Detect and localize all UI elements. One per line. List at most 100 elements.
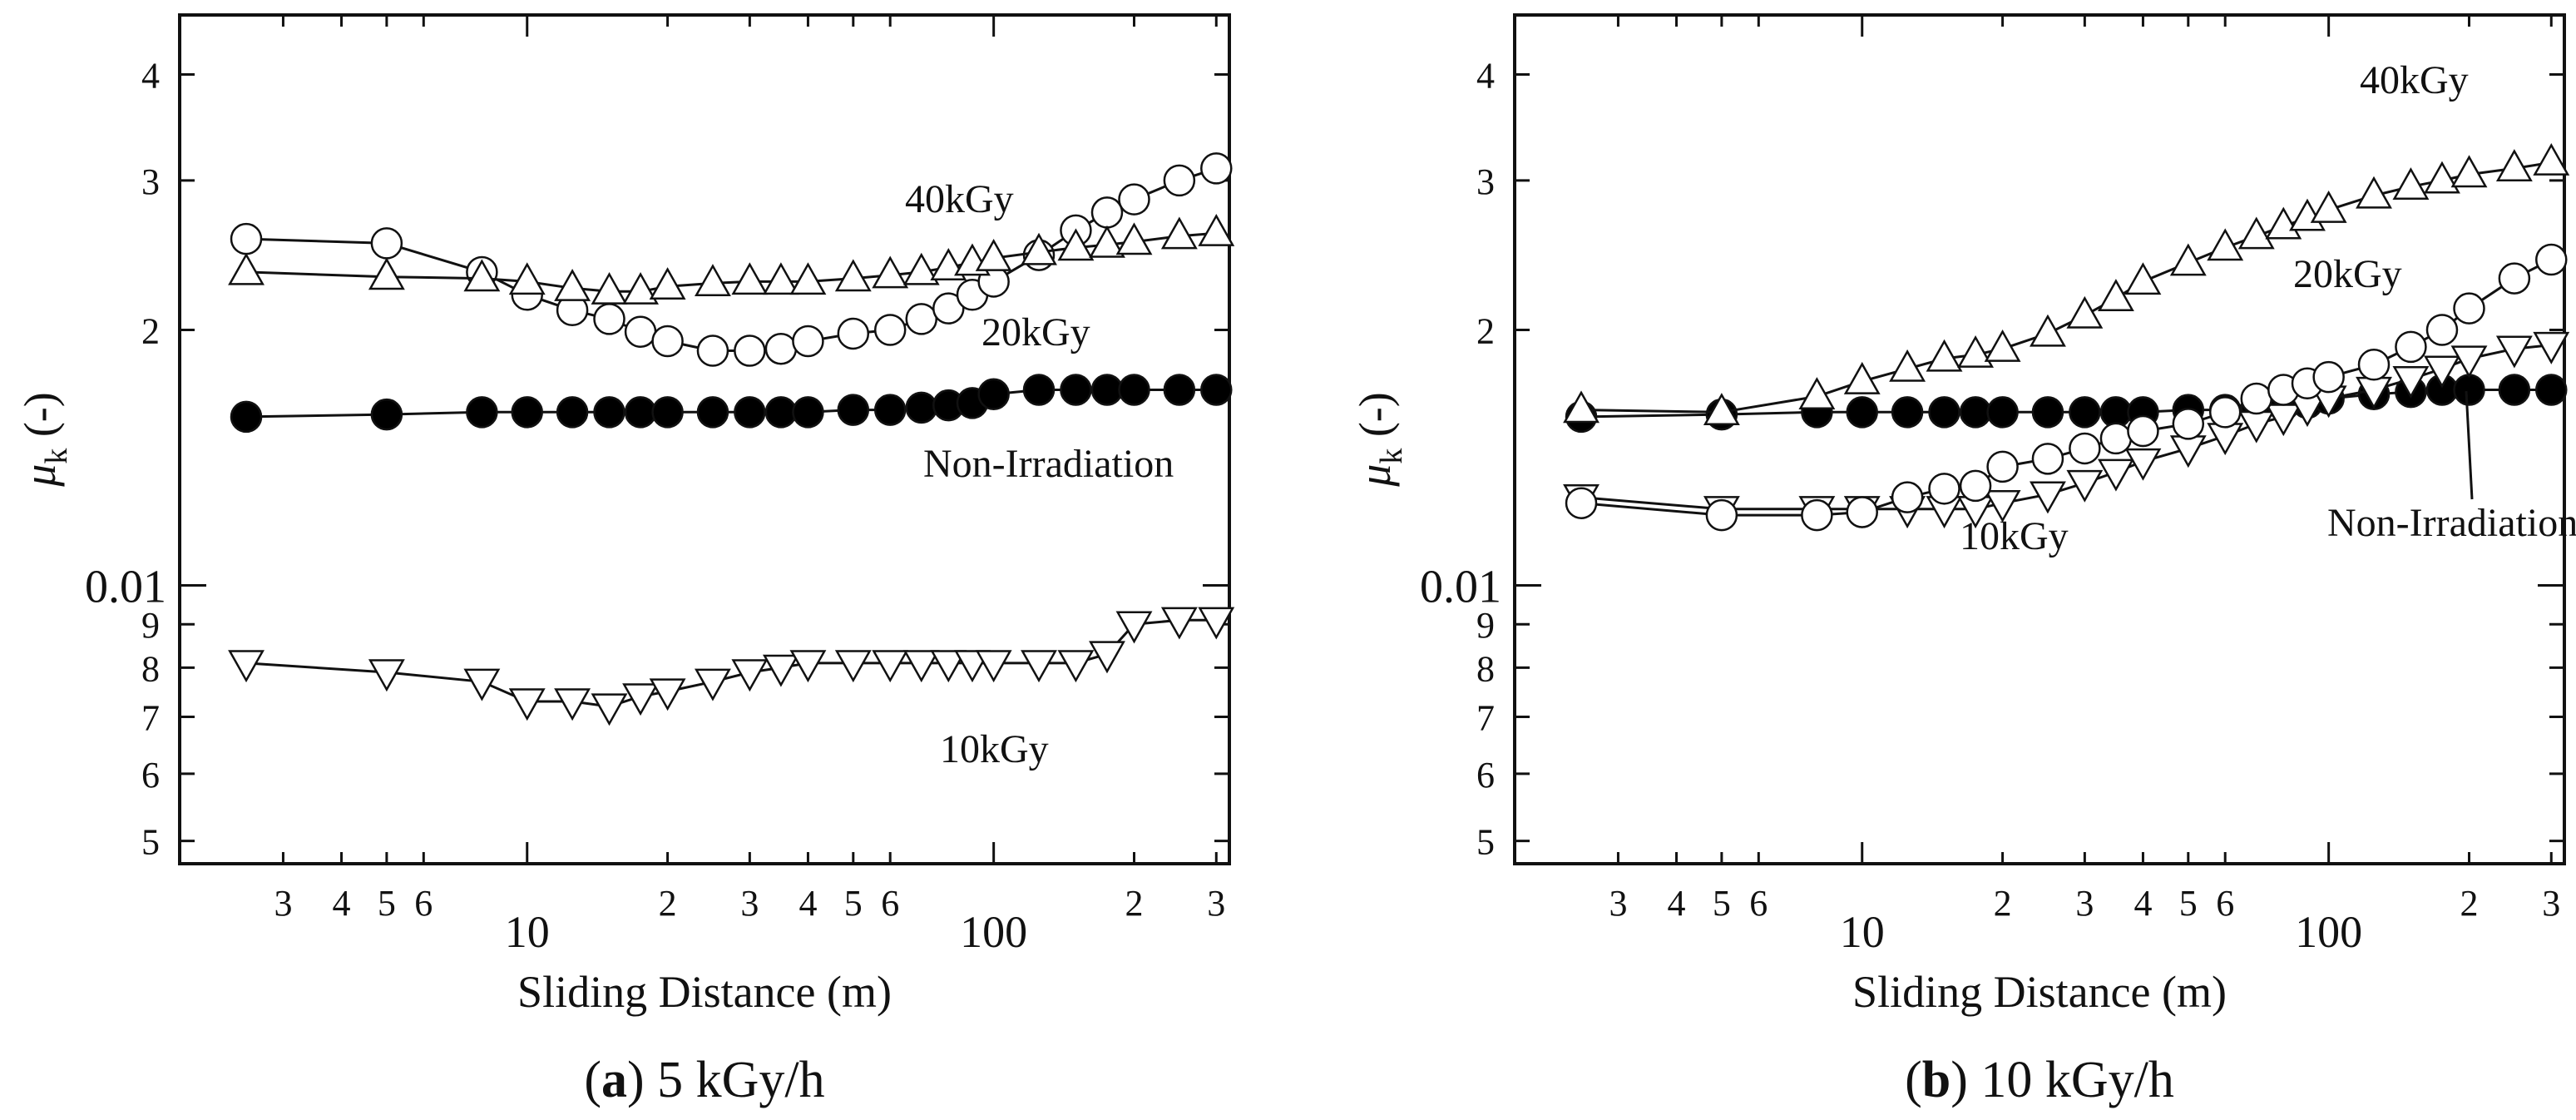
data-point: [1926, 339, 1963, 372]
y-axis-title: μk (-): [1350, 392, 1409, 488]
data-point: [1565, 487, 1598, 519]
x-tick-label: 100: [2295, 907, 2362, 957]
data-point: [975, 238, 1012, 271]
data-point: [368, 257, 405, 290]
data-point: [2069, 432, 2101, 465]
y-minor-tick-label: 9: [1476, 605, 1495, 646]
data-point: [902, 650, 940, 683]
data-point: [2240, 382, 2273, 415]
x-tick-label: 10: [1840, 907, 1885, 957]
y-axis-subscript: k: [1374, 448, 1409, 464]
data-point: [2424, 161, 2460, 194]
data-point: [230, 222, 263, 255]
y-minor-tick-label: 3: [1476, 161, 1495, 202]
data-point: [1163, 374, 1196, 406]
series-label-20kgy: 20kGy: [981, 310, 1090, 354]
panel-caption: (b) 10 kGy/h: [1905, 1052, 2174, 1108]
y-minor-tick-label: 2: [1476, 310, 1495, 351]
data-point: [2237, 216, 2275, 250]
data-point: [591, 272, 628, 305]
data-point: [1843, 361, 1881, 394]
series-10kgy: [1563, 331, 2570, 529]
data-point: [1703, 393, 1740, 425]
data-point: [508, 262, 546, 295]
data-point: [2066, 469, 2104, 503]
data-point: [837, 317, 870, 350]
x-minor-tick-label: 4: [2133, 883, 2152, 924]
data-point: [1060, 374, 1092, 406]
caption-open: (: [1905, 1052, 1922, 1108]
data-point: [872, 650, 909, 683]
data-point: [734, 396, 766, 429]
x-minor-tick-label: 5: [1713, 883, 1731, 924]
data-point: [2312, 360, 2345, 394]
data-point: [2395, 330, 2427, 364]
data-point: [1984, 329, 2021, 362]
data-point: [2535, 374, 2568, 406]
y-minor-tick-label: 9: [141, 605, 160, 646]
data-point: [2207, 228, 2244, 261]
data-point: [696, 396, 729, 429]
data-point: [368, 659, 405, 692]
y-axis-symbol: μ: [1350, 464, 1400, 488]
data-point: [2392, 365, 2430, 399]
x-minor-tick-label: 4: [799, 883, 817, 924]
data-point: [1200, 374, 1233, 406]
data-point: [764, 396, 798, 429]
data-point: [228, 252, 265, 285]
panel-caption: (a) 5 kGy/h: [584, 1052, 824, 1108]
data-point: [228, 650, 265, 683]
data-point: [696, 335, 729, 367]
data-point: [2031, 396, 2064, 429]
plot-frame: [178, 13, 1231, 865]
data-point: [2450, 155, 2488, 188]
data-point: [789, 650, 827, 683]
data-point: [2424, 355, 2460, 389]
data-point: [1115, 222, 1153, 255]
data-point: [591, 693, 628, 726]
data-point: [1090, 374, 1124, 406]
y-minor-tick-label: 4: [1476, 55, 1495, 96]
data-point: [872, 255, 909, 289]
annotation-leader-line: [2465, 390, 2474, 500]
data-point: [651, 396, 684, 429]
data-point: [1891, 481, 1924, 513]
data-point: [2392, 167, 2430, 200]
y-minor-tick-label: 5: [141, 822, 160, 863]
data-point: [792, 325, 824, 358]
y-minor-tick-label: 6: [1476, 755, 1495, 795]
data-point: [2535, 243, 2568, 276]
data-point: [2124, 448, 2162, 481]
data-point: [649, 267, 686, 300]
data-point: [466, 396, 498, 429]
y-minor-tick-label: 5: [1476, 822, 1495, 863]
data-point: [1798, 377, 1836, 410]
series-20kgy: [230, 152, 1233, 367]
data-point: [1160, 607, 1198, 640]
y-tick-label: 0.01: [1420, 562, 1501, 613]
data-point: [1563, 390, 1599, 424]
data-point: [2450, 345, 2488, 379]
data-point: [1090, 196, 1124, 229]
data-point: [762, 262, 799, 295]
x-minor-tick-label: 2: [1994, 883, 2012, 924]
data-point: [975, 650, 1012, 683]
series-label-non-irradiation: Non-Irradiation: [2327, 501, 2576, 545]
data-point: [1021, 232, 1057, 265]
y-minor-tick-label: 8: [141, 648, 160, 689]
x-minor-tick-label: 3: [274, 883, 292, 924]
data-point: [2097, 279, 2134, 311]
data-point: [649, 678, 686, 711]
y-minor-tick-label: 7: [141, 698, 160, 739]
data-point: [1959, 469, 1992, 503]
data-point: [2453, 292, 2485, 325]
data-point: [1984, 490, 2021, 523]
data-point: [508, 688, 546, 721]
data-point: [764, 332, 798, 365]
series-40kgy: [228, 214, 1235, 305]
data-point: [463, 259, 501, 292]
series-label-non-irradiation: Non-Irradiation: [923, 442, 1174, 486]
data-point: [1705, 498, 1738, 532]
data-point: [1022, 374, 1056, 406]
data-point: [837, 394, 870, 426]
